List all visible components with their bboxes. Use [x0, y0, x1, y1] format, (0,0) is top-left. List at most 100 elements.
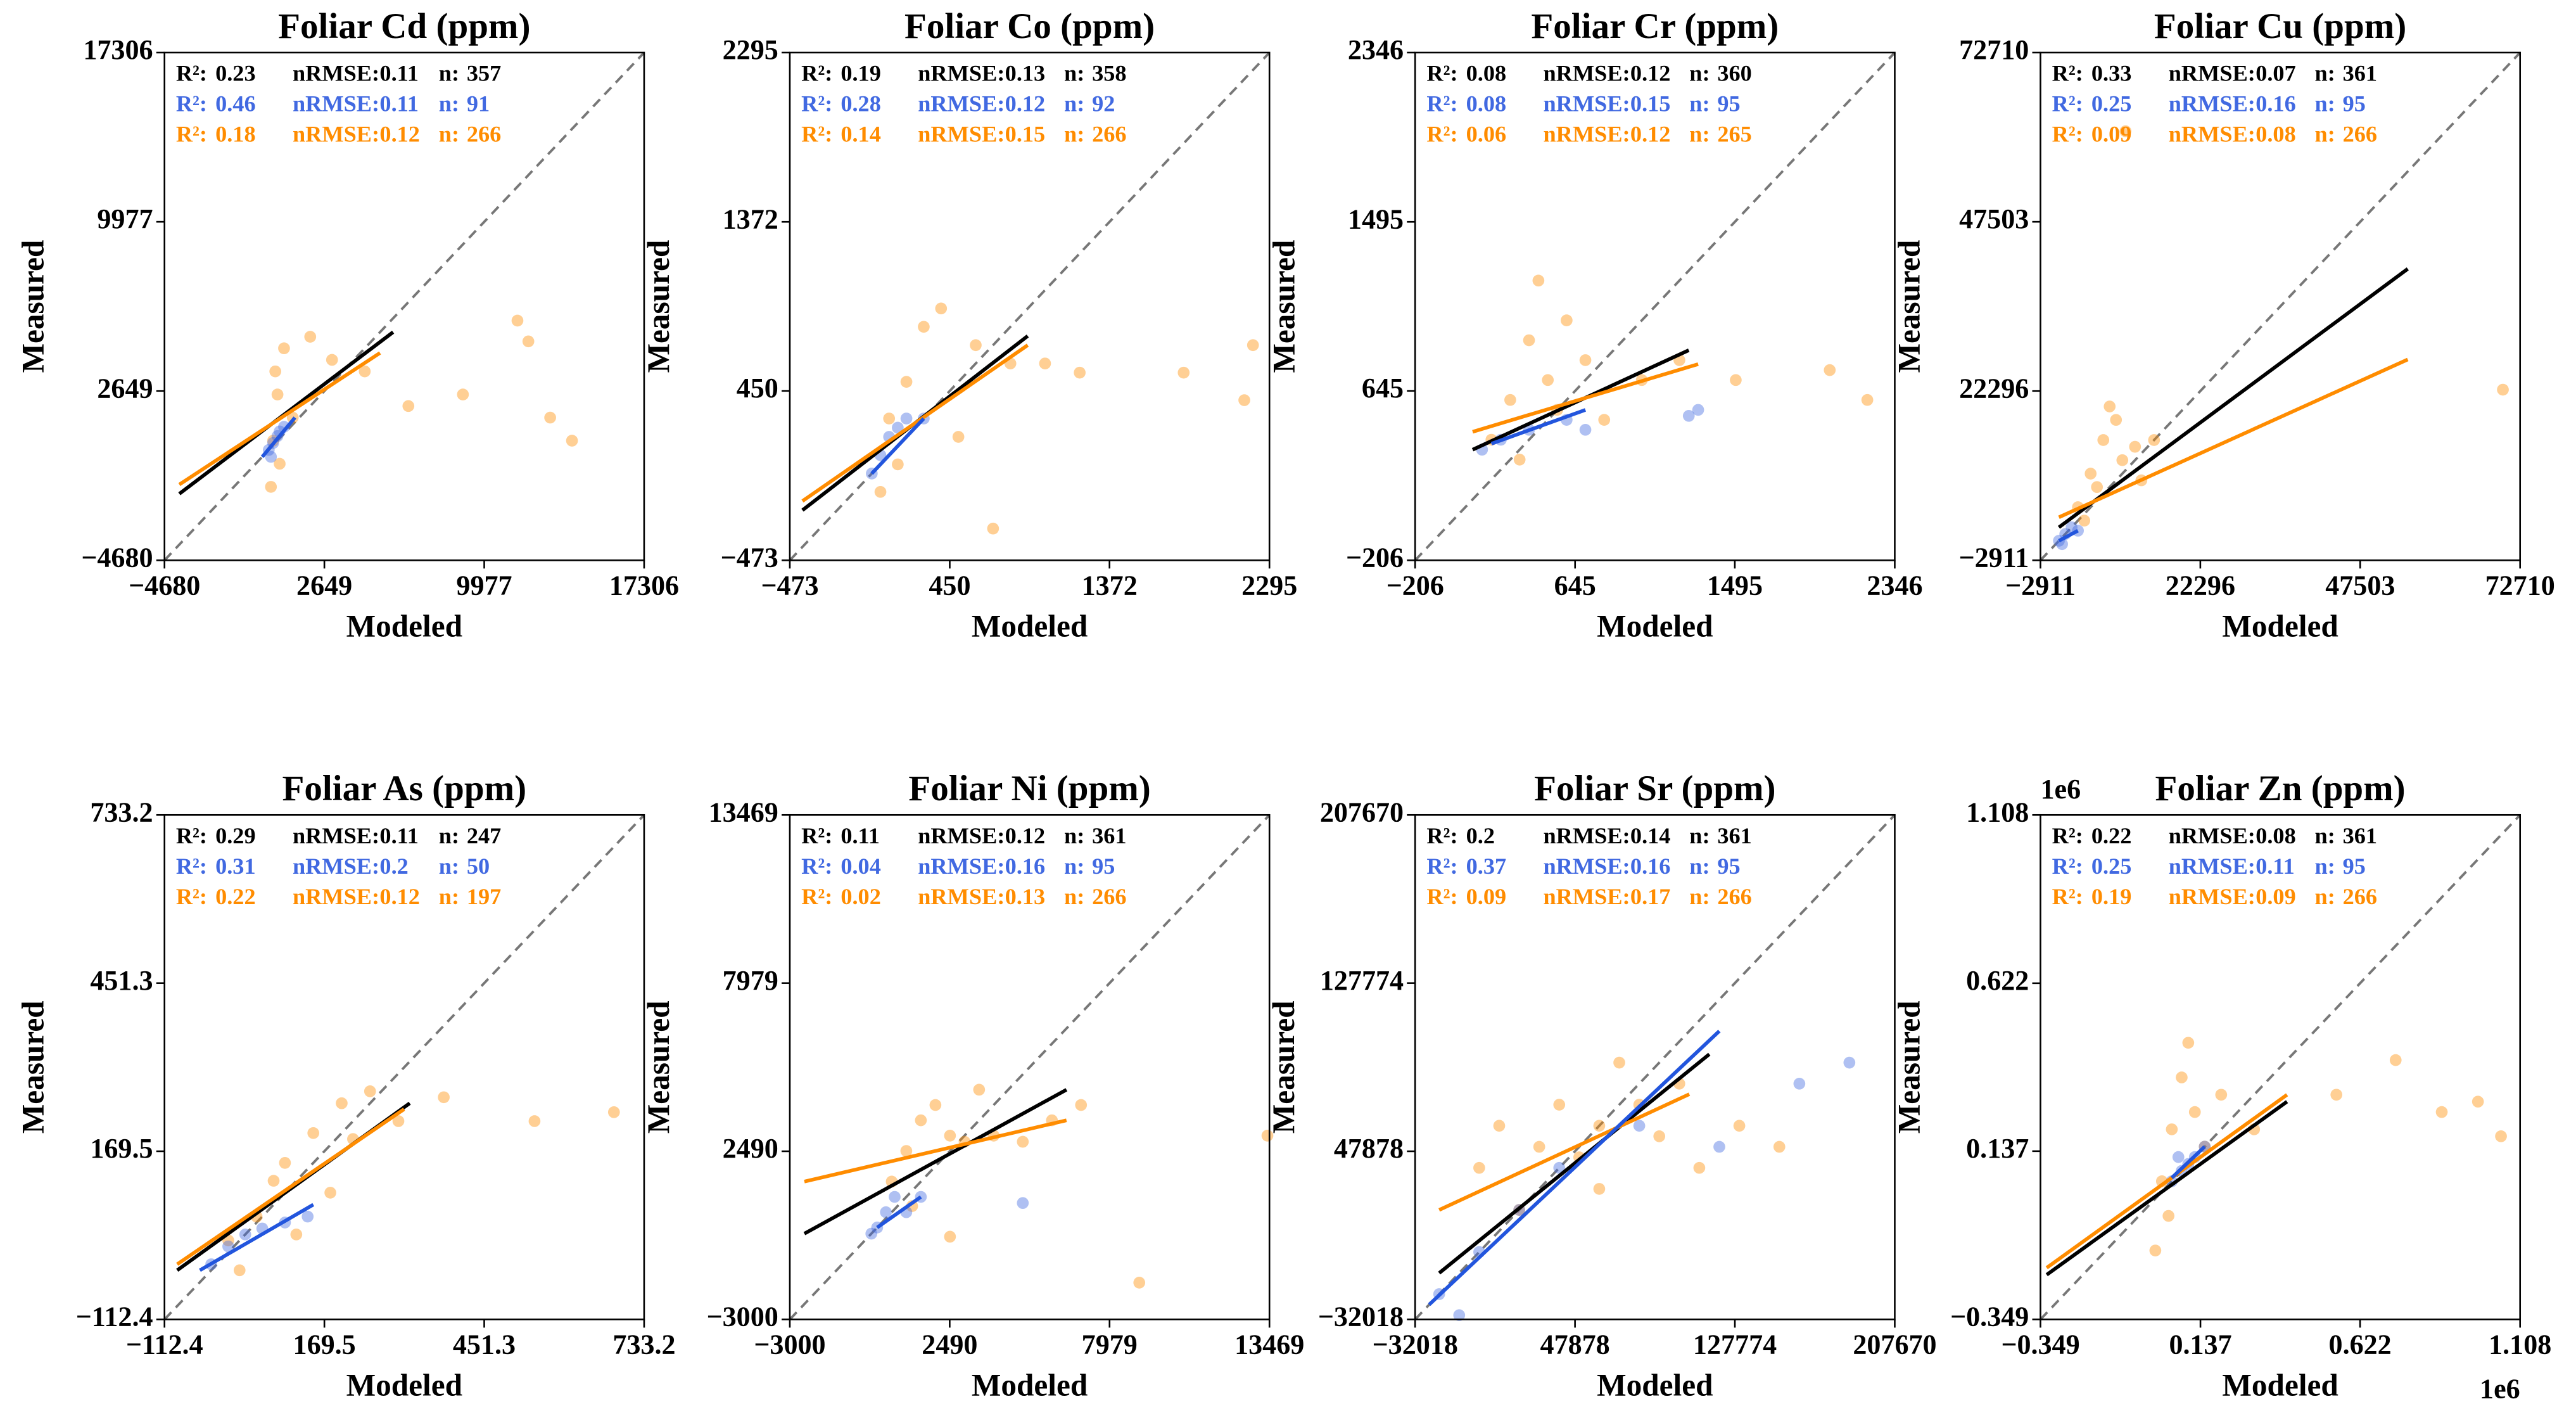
- stat-text: R²:: [801, 853, 832, 879]
- stat-text: 0.12: [1005, 91, 1046, 117]
- stat-text: 0.06: [1466, 122, 1507, 147]
- panel: Foliar Zn (ppm) Modeled Measured 1e6 1e6 −0.3…: [1892, 769, 2552, 1405]
- data-point: [1843, 1056, 1856, 1069]
- panel: Foliar Cr (ppm) Modeled Measured −206 645 149…: [1266, 6, 1922, 644]
- stat-text: n:: [439, 91, 459, 117]
- x-tick-label: −4680: [129, 570, 200, 601]
- data-point: [2103, 400, 2116, 412]
- axes-frame: [2040, 51, 2522, 561]
- data-point: [1247, 339, 1259, 352]
- stat-text: 0.11: [379, 823, 419, 848]
- stat-text: 0.17: [1630, 884, 1671, 909]
- data-point: [544, 411, 556, 424]
- stat-text: R²:: [176, 853, 207, 879]
- panel-title: Foliar Sr (ppm): [1534, 769, 1775, 808]
- x-axis-label: Modeled: [2222, 609, 2338, 644]
- stat-text: 0.13: [1005, 61, 1046, 86]
- panel-title: Foliar Cd (ppm): [278, 6, 530, 46]
- data-point: [929, 1099, 942, 1111]
- axes-frame: [789, 814, 1271, 1320]
- stat-text: R²:: [1426, 91, 1457, 117]
- stat-text: n:: [2315, 823, 2335, 848]
- stat-text: 50: [467, 853, 490, 879]
- data-point: [1598, 414, 1611, 426]
- data-point: [1523, 334, 1535, 347]
- fit-line: [1490, 408, 1587, 445]
- one-to-one-line: [163, 814, 645, 1320]
- data-point: [1473, 1161, 1485, 1174]
- data-point: [2084, 468, 2097, 480]
- stat-text: R²:: [2052, 823, 2083, 848]
- stat-text: 0.37: [1466, 853, 1507, 879]
- data-point: [1733, 1120, 1746, 1132]
- stat-text: 0.09: [2091, 122, 2132, 147]
- stat-text: nRMSE:: [293, 823, 379, 848]
- stat-text: 0.12: [1630, 61, 1671, 86]
- data-point: [271, 388, 284, 400]
- data-point: [892, 458, 904, 471]
- data-point: [2215, 1089, 2228, 1101]
- stat-text: nRMSE:: [1543, 61, 1630, 86]
- stat-text: R²:: [1426, 823, 1457, 848]
- stat-text: 0.13: [1005, 884, 1046, 909]
- panel-title: Foliar Cu (ppm): [2154, 6, 2406, 46]
- data-point: [274, 457, 286, 470]
- data-point: [278, 342, 290, 355]
- stat-text: nRMSE:: [2169, 823, 2256, 848]
- stat-text: R²:: [176, 122, 207, 147]
- fit-line: [176, 1108, 405, 1266]
- data-point: [290, 1228, 303, 1241]
- panel: Foliar Co (ppm) Modeled Measured −473 450 137…: [641, 6, 1297, 644]
- x-tick-label: 0.137: [2169, 1329, 2231, 1360]
- x-tick-label: 2649: [296, 570, 352, 601]
- stat-text: nRMSE:: [2169, 91, 2256, 117]
- axes-frame: [163, 51, 645, 561]
- stat-text: 0.25: [2091, 91, 2132, 117]
- y-tick-label: −4680: [81, 542, 153, 573]
- data-point: [1773, 1140, 1786, 1153]
- stat-text: 197: [467, 884, 501, 909]
- y-tick-label: 47878: [1334, 1133, 1404, 1164]
- y-tick-label: 13469: [709, 796, 778, 827]
- stat-text: nRMSE:: [2169, 853, 2256, 879]
- data-point: [892, 421, 904, 434]
- panel-title: Foliar Co (ppm): [904, 6, 1155, 46]
- stat-text: nRMSE:: [918, 823, 1005, 848]
- y-tick-label: −32018: [1318, 1301, 1404, 1332]
- data-point: [1238, 394, 1250, 406]
- data-point: [1824, 364, 1836, 376]
- y-tick-label: 450: [737, 373, 778, 404]
- data-point: [522, 335, 535, 348]
- data-point: [265, 481, 277, 493]
- data-point: [2149, 1244, 2162, 1257]
- y-axis-label: Measured: [16, 240, 51, 373]
- x-tick-label: 127774: [1693, 1329, 1777, 1360]
- data-point: [1542, 374, 1554, 386]
- stat-text: nRMSE:: [2169, 61, 2256, 86]
- x-axis-label: Modeled: [972, 609, 1088, 644]
- stat-text: nRMSE:: [293, 61, 379, 86]
- data-point: [1633, 1120, 1646, 1132]
- y-tick-label: 1495: [1348, 203, 1404, 234]
- data-point: [2119, 125, 2132, 137]
- y-tick-label: 1372: [723, 203, 778, 234]
- data-point: [239, 1228, 251, 1241]
- data-point: [2116, 454, 2129, 466]
- stat-text: nRMSE:: [293, 853, 379, 879]
- data-point: [1682, 410, 1695, 422]
- stat-text: 0.2: [379, 853, 408, 879]
- stat-text: n:: [439, 853, 459, 879]
- stat-text: 266: [1717, 884, 1751, 909]
- x-tick-label: 207670: [1853, 1329, 1936, 1360]
- x-tick-label: 1372: [1082, 570, 1138, 601]
- x-tick-label: 2346: [1867, 570, 1922, 601]
- y-tick-label: −0.349: [1950, 1301, 2029, 1332]
- fit-line: [199, 1203, 315, 1272]
- data-point: [970, 339, 982, 352]
- stat-text: R²:: [2052, 884, 2083, 909]
- data-point: [364, 1085, 376, 1097]
- stat-text: n:: [1064, 853, 1084, 879]
- stat-text: 0.16: [1005, 853, 1046, 879]
- stat-text: 95: [1717, 91, 1740, 117]
- stat-text: R²:: [801, 61, 832, 86]
